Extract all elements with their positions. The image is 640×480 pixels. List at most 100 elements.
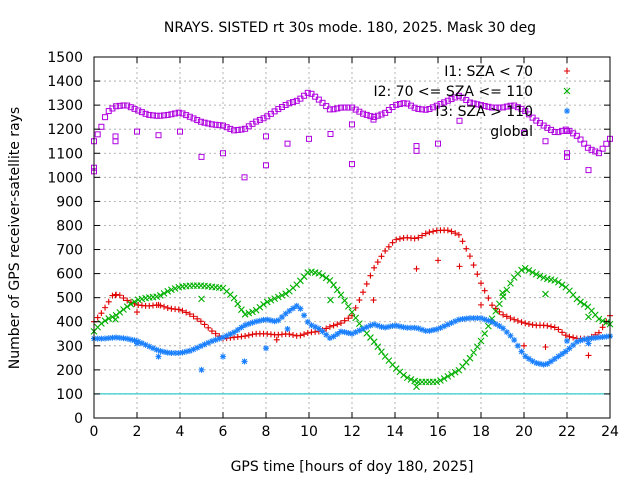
outlier-point	[155, 353, 162, 360]
data-point	[489, 318, 496, 325]
data-point	[448, 319, 455, 326]
data-point	[559, 329, 566, 336]
outlier-point	[456, 117, 463, 124]
data-point	[260, 316, 267, 323]
data-point	[293, 302, 300, 309]
data-point	[581, 336, 588, 343]
data-point	[142, 110, 149, 117]
data-point	[242, 333, 249, 340]
data-point	[179, 349, 186, 356]
data-point	[323, 331, 330, 338]
data-point	[463, 315, 470, 322]
data-point	[330, 106, 337, 113]
data-point	[205, 339, 212, 346]
data-point	[474, 101, 481, 108]
data-point	[422, 230, 429, 237]
outlier-point	[134, 309, 140, 316]
outlier-point	[155, 132, 162, 139]
data-point	[286, 100, 293, 107]
data-point	[356, 108, 363, 115]
data-point	[367, 113, 374, 120]
data-point	[581, 140, 588, 147]
y-tick-label: 0	[74, 411, 83, 427]
data-point	[242, 322, 249, 329]
outlier-point	[284, 140, 291, 147]
outlier-point	[499, 289, 506, 297]
outlier-point	[134, 340, 140, 347]
data-point	[573, 295, 581, 303]
data-point	[411, 104, 418, 111]
data-point	[94, 314, 101, 321]
data-point	[522, 320, 529, 327]
y-tick-label: 300	[56, 339, 83, 355]
outlier-point	[241, 358, 248, 365]
data-point	[330, 322, 337, 329]
data-point	[452, 230, 459, 237]
y-tick-label: 1000	[47, 170, 83, 186]
data-point	[127, 336, 134, 343]
data-point	[492, 104, 499, 111]
data-point	[326, 106, 333, 113]
outlier-point	[370, 116, 377, 123]
data-point	[241, 310, 249, 318]
data-point	[101, 317, 109, 325]
data-point	[337, 328, 344, 335]
data-point	[341, 297, 349, 304]
data-point	[230, 294, 238, 302]
data-point	[341, 329, 348, 336]
data-point	[444, 321, 451, 328]
data-point	[341, 104, 348, 111]
data-point	[98, 310, 105, 317]
data-point	[334, 105, 341, 112]
data-point	[485, 295, 492, 302]
data-point	[452, 94, 459, 101]
x-tick-label: 6	[219, 424, 228, 440]
data-point	[433, 378, 441, 386]
data-point	[172, 110, 179, 117]
data-point	[249, 308, 256, 316]
data-point	[507, 279, 514, 287]
data-point	[297, 332, 304, 339]
data-point	[301, 312, 308, 319]
data-point	[595, 150, 602, 157]
data-point	[290, 305, 297, 312]
data-point	[599, 333, 606, 340]
data-point	[393, 236, 400, 243]
data-point	[411, 324, 418, 331]
data-point	[363, 280, 370, 287]
axis-ticks: 0 2 4 6 8 10 12 14 16 18 20 22 240100200300400500600…	[47, 50, 619, 440]
data-point	[253, 318, 260, 325]
data-point	[419, 232, 426, 239]
y-tick-label: 1300	[47, 98, 83, 114]
data-point	[116, 308, 124, 316]
data-point	[201, 321, 208, 328]
data-point	[319, 328, 326, 335]
outlier-point	[177, 128, 183, 135]
data-point	[153, 112, 160, 119]
data-point	[234, 326, 241, 333]
data-point	[345, 104, 352, 111]
outlier-point	[220, 150, 226, 157]
data-point	[157, 112, 164, 119]
data-point	[157, 348, 164, 355]
data-point	[249, 331, 256, 338]
data-point	[496, 323, 503, 330]
y-tick-label: 400	[56, 315, 83, 331]
data-point	[301, 331, 308, 338]
data-point	[441, 99, 448, 106]
data-point	[492, 305, 499, 312]
outlier-point	[241, 174, 248, 181]
data-point	[102, 304, 109, 311]
data-point	[216, 335, 223, 342]
data-point	[525, 355, 532, 362]
data-point	[478, 102, 484, 109]
data-point	[355, 320, 363, 328]
data-point	[183, 112, 190, 119]
data-point	[315, 96, 322, 103]
data-point	[514, 104, 521, 111]
data-point	[127, 104, 134, 111]
data-point	[481, 330, 489, 337]
data-point	[201, 341, 208, 348]
data-point	[308, 322, 315, 329]
data-point	[360, 325, 367, 332]
